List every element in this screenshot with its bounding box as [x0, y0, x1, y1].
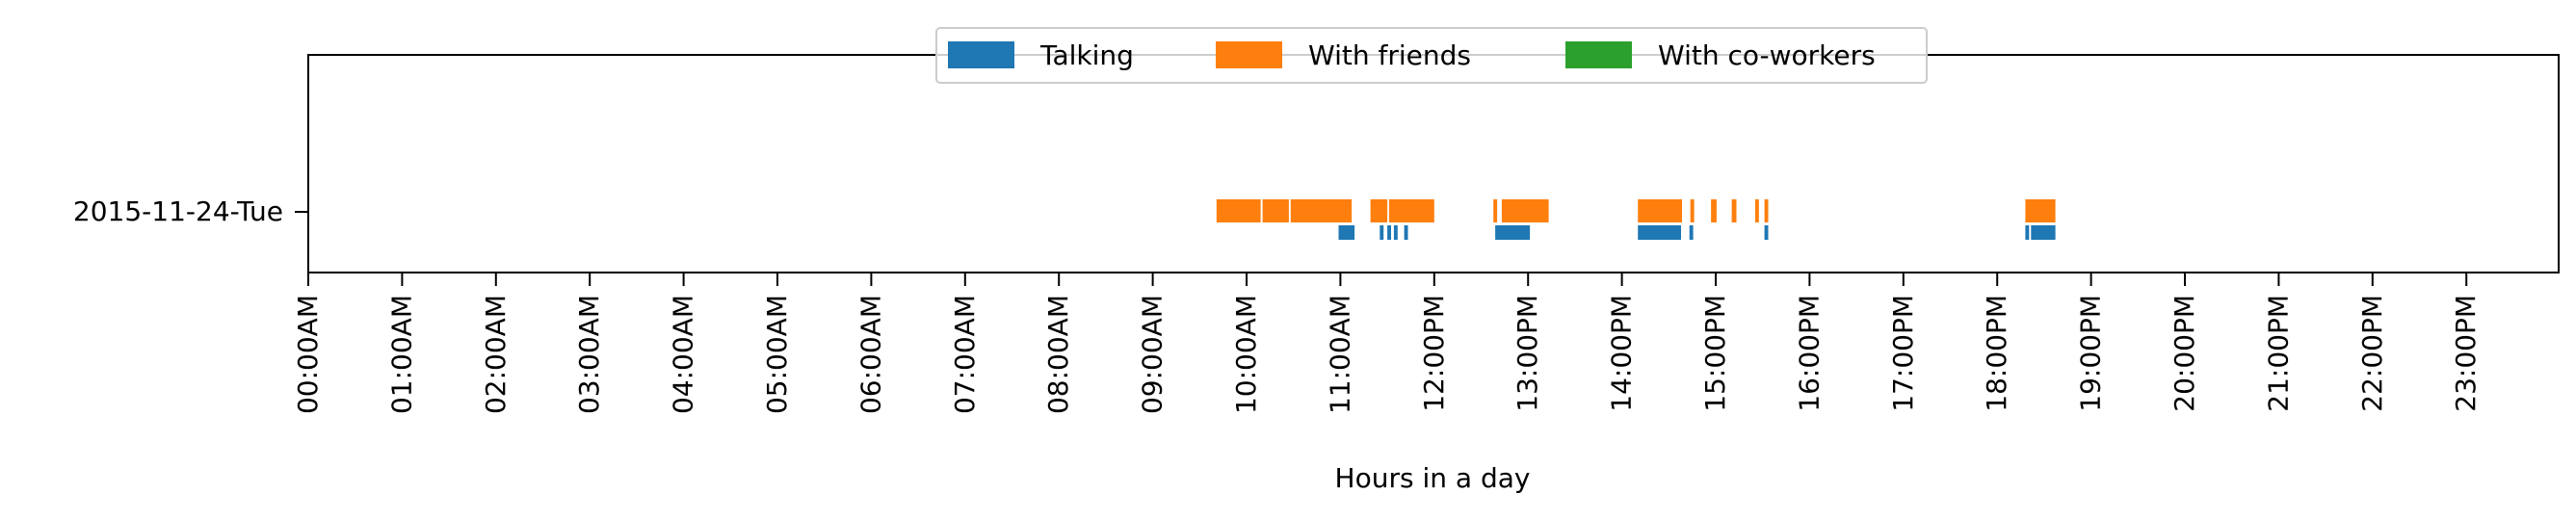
- x-tick-label: 06:00AM: [854, 295, 886, 414]
- x-tick-label: 16:00PM: [1793, 295, 1825, 412]
- x-tick-label: 19:00PM: [2075, 295, 2107, 412]
- legend-swatch: [948, 41, 1014, 68]
- interval-bar-with-friends: [1493, 199, 1498, 222]
- legend-label: Talking: [1039, 39, 1134, 71]
- interval-bar-with-friends: [1638, 199, 1682, 222]
- x-tick-label: 01:00AM: [385, 295, 417, 414]
- interval-bar-talking: [1338, 225, 1355, 240]
- x-axis-ticks: 00:00AM 01:00AM 02:00AM 03:00AM 04:00AM 05:00…: [292, 273, 2482, 414]
- x-tick-label: 08:00AM: [1042, 295, 1074, 414]
- legend-swatch: [1565, 41, 1632, 68]
- interval-bar-talking: [1404, 225, 1408, 240]
- legend: Talking With friends With co-workers: [935, 27, 1928, 84]
- interval-bar-talking: [2031, 225, 2056, 240]
- interval-bar-with-friends: [1731, 199, 1737, 222]
- interval-bar-with-friends: [1389, 199, 1434, 222]
- x-tick-label: 22:00PM: [2356, 295, 2388, 412]
- interval-bar-with-friends: [1262, 199, 1289, 222]
- y-tick-label: 2015-11-24-Tue: [73, 195, 283, 227]
- x-tick-label: 23:00PM: [2450, 295, 2482, 412]
- interval-bar-talking: [2025, 225, 2030, 240]
- x-tick-label: 03:00AM: [573, 295, 605, 414]
- interval-bar-with-friends: [1711, 199, 1717, 222]
- activity-bars: [1216, 199, 2056, 240]
- x-tick-label: 07:00AM: [949, 295, 981, 414]
- legend-swatch: [1216, 41, 1282, 68]
- interval-bar-with-friends: [1754, 199, 1759, 222]
- legend-label: With co-workers: [1658, 39, 1876, 71]
- x-tick-label: 14:00PM: [1606, 295, 1638, 412]
- plot-area-frame: [307, 54, 2560, 273]
- x-tick-label: 15:00PM: [1699, 295, 1731, 412]
- interval-bar-with-friends: [1216, 199, 1261, 222]
- interval-bar-talking: [1638, 225, 1681, 240]
- interval-bar-with-friends: [1370, 199, 1388, 222]
- interval-bar-with-friends: [1764, 199, 1769, 222]
- interval-bar-talking: [1387, 225, 1391, 240]
- x-tick-label: 05:00AM: [761, 295, 793, 414]
- interval-bar-with-friends: [2025, 199, 2056, 222]
- x-tick-label: 02:00AM: [480, 295, 512, 414]
- interval-bar-talking: [1495, 225, 1531, 240]
- x-tick-label: 13:00PM: [1511, 295, 1543, 412]
- x-tick-label: 17:00PM: [1887, 295, 1919, 412]
- x-tick-label: 21:00PM: [2262, 295, 2294, 412]
- x-tick-label: 04:00AM: [668, 295, 699, 414]
- x-axis-label: Hours in a day: [1335, 462, 1531, 494]
- x-tick-label: 11:00AM: [1324, 295, 1355, 414]
- interval-bar-with-friends: [1290, 199, 1353, 222]
- interval-bar-talking: [1764, 225, 1769, 240]
- x-tick-label: 20:00PM: [2169, 295, 2200, 412]
- x-tick-label: 09:00AM: [1137, 295, 1169, 414]
- x-tick-label: 00:00AM: [292, 295, 324, 414]
- legend-frame: [935, 27, 1928, 84]
- x-tick-label: 12:00PM: [1418, 295, 1450, 412]
- interval-bar-talking: [1393, 225, 1398, 240]
- interval-bar-with-friends: [1501, 199, 1549, 222]
- interval-bar-talking: [1380, 225, 1384, 240]
- interval-bar-with-friends: [1690, 199, 1695, 222]
- x-tick-label: 18:00PM: [1981, 295, 2012, 412]
- legend-label: With friends: [1308, 39, 1471, 71]
- interval-bar-talking: [1689, 225, 1694, 240]
- x-tick-label: 10:00AM: [1230, 295, 1262, 414]
